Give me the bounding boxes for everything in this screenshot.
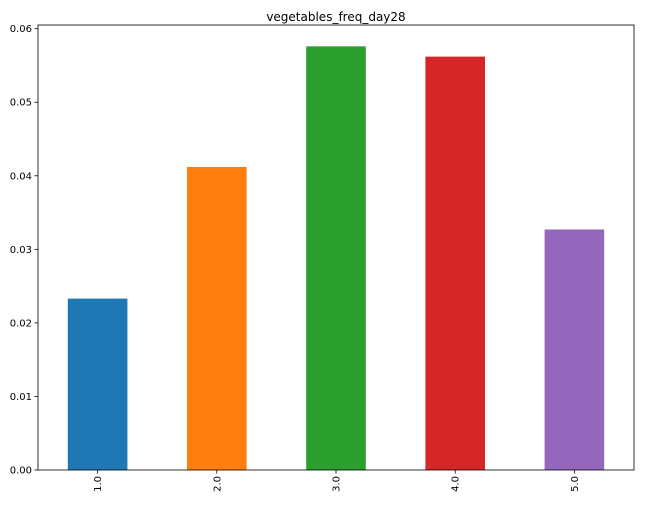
chart-title: vegetables_freq_day28: [266, 10, 405, 24]
y-tick-label: 0.03: [10, 245, 32, 256]
y-tick-label: 0.01: [10, 392, 32, 403]
plot-frame: [37, 24, 635, 471]
y-tick-label: 0.06: [10, 24, 32, 35]
bar-1.0: [67, 298, 128, 470]
x-tick-label: 1.0: [93, 476, 104, 492]
bars-layer: [67, 46, 605, 471]
y-axis: 0.00 0.01 0.02 0.03 0.04 0.05 0.06: [10, 24, 38, 477]
x-axis: 1.0 2.0 3.0 4.0 5.0: [93, 470, 581, 492]
x-tick-label: 4.0: [451, 476, 462, 492]
bar-5.0: [544, 229, 605, 470]
x-tick-label: 2.0: [212, 476, 223, 492]
bar-2.0: [187, 166, 247, 470]
bar-3.0: [306, 46, 366, 471]
x-tick-label: 3.0: [332, 476, 343, 492]
y-tick-label: 0.00: [10, 466, 32, 477]
y-tick-label: 0.02: [10, 318, 32, 329]
x-tick-label: 5.0: [570, 476, 581, 492]
bar-4.0: [425, 56, 485, 470]
y-tick-label: 0.05: [10, 98, 32, 109]
y-tick-label: 0.04: [10, 171, 32, 182]
